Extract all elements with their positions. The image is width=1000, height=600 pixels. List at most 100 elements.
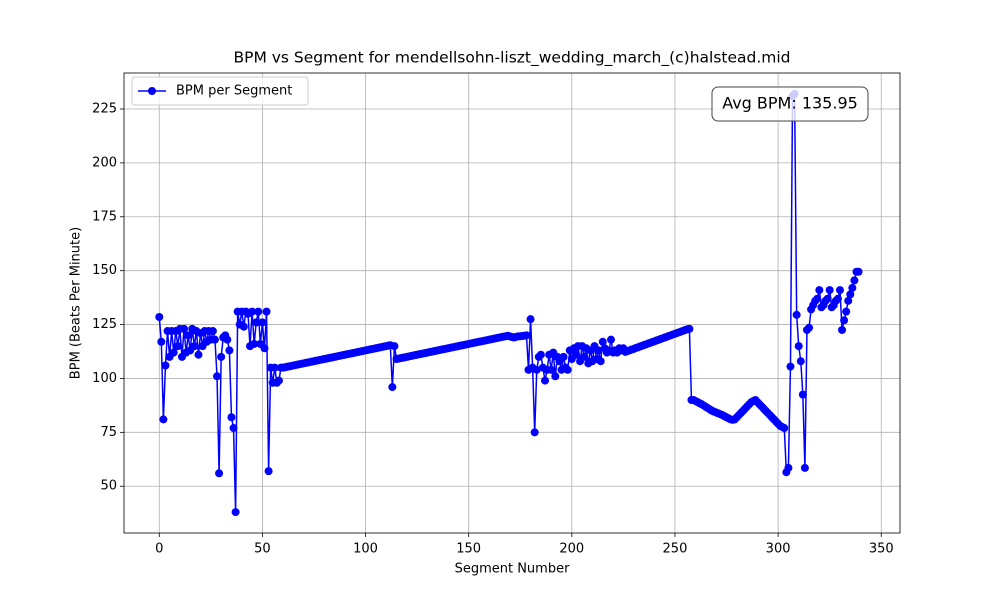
data-point <box>250 339 259 348</box>
legend: BPM per Segment <box>131 76 309 106</box>
data-point <box>598 337 607 346</box>
data-point <box>825 286 834 295</box>
y-tick-label: 225 <box>92 101 117 116</box>
data-point <box>155 313 164 322</box>
x-tick-label: 300 <box>766 542 791 557</box>
data-point <box>190 342 199 351</box>
x-tick-label: 350 <box>869 542 894 557</box>
data-point <box>794 342 803 351</box>
data-point <box>258 318 267 327</box>
data-point <box>547 365 556 374</box>
data-point <box>184 331 193 340</box>
data-point <box>815 286 824 295</box>
y-tick-label: 50 <box>100 479 117 494</box>
data-point <box>262 307 271 316</box>
data-point <box>213 372 222 381</box>
data-point <box>784 463 793 472</box>
data-point <box>388 383 397 392</box>
legend-marker <box>148 87 156 95</box>
y-tick-label: 100 <box>92 371 117 386</box>
data-point <box>260 344 269 353</box>
x-tick-label: 100 <box>353 542 378 557</box>
data-point <box>522 331 531 340</box>
data-point <box>173 342 182 351</box>
data-point <box>780 424 789 433</box>
data-point <box>270 363 279 372</box>
x-tick-label: 250 <box>663 542 688 557</box>
data-point <box>559 352 568 361</box>
data-point <box>532 365 541 374</box>
data-point <box>594 346 603 355</box>
y-tick-label: 125 <box>92 317 117 332</box>
data-point <box>530 428 539 437</box>
x-tick-label: 50 <box>254 542 271 557</box>
data-point <box>231 508 240 517</box>
data-point <box>838 325 847 334</box>
data-point <box>264 467 273 476</box>
annotation: Avg BPM: 135.95 <box>711 86 869 122</box>
data-point <box>180 324 189 333</box>
data-point <box>607 335 616 344</box>
data-point <box>215 469 224 478</box>
data-point <box>571 350 580 359</box>
chart-title: BPM vs Segment for mendellsohn-liszt_wed… <box>233 49 790 68</box>
x-axis-label: Segment Number <box>455 562 571 577</box>
data-point <box>551 372 560 381</box>
data-point <box>239 322 248 331</box>
data-point <box>208 327 217 336</box>
data-point <box>835 286 844 295</box>
data-point <box>217 352 226 361</box>
legend-box <box>131 76 309 106</box>
data-point <box>159 415 168 424</box>
data-point <box>842 307 851 316</box>
data-point <box>840 316 849 325</box>
annotation-box <box>711 86 869 122</box>
data-point <box>596 357 605 366</box>
data-point <box>229 424 238 433</box>
data-point <box>786 362 795 371</box>
annotation-text: Avg BPM: 135.95 <box>722 94 858 113</box>
data-point <box>169 348 178 357</box>
data-point <box>833 294 842 303</box>
x-tick-label: 150 <box>456 542 481 557</box>
data-point <box>227 413 236 422</box>
data-point <box>846 290 855 299</box>
data-point <box>161 361 170 370</box>
data-point <box>390 342 399 351</box>
y-tick-label: 75 <box>100 425 117 440</box>
plot-frame <box>123 72 901 534</box>
data-point <box>210 335 219 344</box>
data-point <box>157 337 166 346</box>
data-line <box>158 92 859 513</box>
legend-label: BPM per Segment <box>176 84 292 99</box>
x-tick-label: 200 <box>559 542 584 557</box>
data-point <box>848 283 857 292</box>
data-point <box>796 357 805 366</box>
data-point <box>563 365 572 374</box>
y-tick-label: 150 <box>92 263 117 278</box>
x-tick-label: 0 <box>155 542 163 557</box>
data-point <box>536 350 545 359</box>
data-point <box>225 346 234 355</box>
data-point <box>800 463 809 472</box>
data-point <box>805 323 814 332</box>
data-point <box>223 335 232 344</box>
data-point <box>580 352 589 361</box>
data-point <box>254 307 263 316</box>
data-point <box>850 276 859 285</box>
data-point <box>252 318 261 327</box>
y-tick-label: 200 <box>92 155 117 170</box>
data-point <box>274 376 283 385</box>
y-tick-label: 175 <box>92 209 117 224</box>
data-point <box>823 294 832 303</box>
data-point <box>526 315 535 324</box>
data-point <box>685 324 694 333</box>
data-point <box>194 350 203 359</box>
data-point <box>798 390 807 399</box>
data-point <box>813 294 822 303</box>
data-point <box>248 307 257 316</box>
data-point <box>792 310 801 319</box>
data-point <box>541 376 550 385</box>
data-point <box>854 267 863 276</box>
